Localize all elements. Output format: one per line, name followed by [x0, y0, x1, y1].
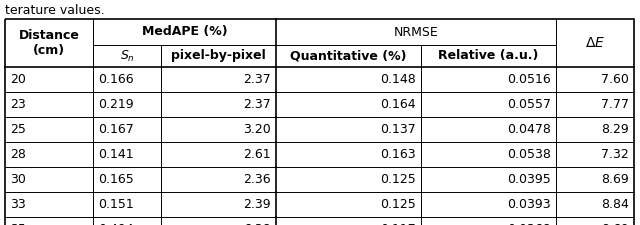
- Text: Distance
(cm): Distance (cm): [19, 29, 79, 57]
- Text: 3.20: 3.20: [243, 123, 271, 136]
- Text: 2.36: 2.36: [243, 173, 271, 186]
- Text: 8.69: 8.69: [601, 223, 629, 225]
- Text: 8.84: 8.84: [601, 198, 629, 211]
- Text: 0.0478: 0.0478: [507, 123, 551, 136]
- Text: Relative (a.u.): Relative (a.u.): [438, 50, 539, 63]
- Text: 0.0368: 0.0368: [508, 223, 551, 225]
- Text: 0.117: 0.117: [380, 223, 416, 225]
- Text: pixel-by-pixel: pixel-by-pixel: [171, 50, 266, 63]
- Text: NRMSE: NRMSE: [394, 25, 438, 38]
- Text: 0.0393: 0.0393: [508, 198, 551, 211]
- Text: 33: 33: [10, 198, 26, 211]
- Text: 0.151: 0.151: [98, 198, 134, 211]
- Text: 0.494: 0.494: [98, 223, 134, 225]
- Text: 0.137: 0.137: [380, 123, 416, 136]
- Text: 8.29: 8.29: [601, 123, 629, 136]
- Text: 7.77: 7.77: [601, 98, 629, 111]
- Text: MedAPE (%): MedAPE (%): [141, 25, 227, 38]
- Text: 0.0395: 0.0395: [508, 173, 551, 186]
- Text: 0.167: 0.167: [98, 123, 134, 136]
- Text: 0.125: 0.125: [380, 198, 416, 211]
- Text: 23: 23: [10, 98, 26, 111]
- Text: 2.37: 2.37: [243, 73, 271, 86]
- Text: 8.69: 8.69: [601, 173, 629, 186]
- Text: 6.38: 6.38: [243, 223, 271, 225]
- Text: 0.148: 0.148: [380, 73, 416, 86]
- Text: 2.39: 2.39: [243, 198, 271, 211]
- Text: Quantitative (%): Quantitative (%): [291, 50, 407, 63]
- Text: 0.0538: 0.0538: [507, 148, 551, 161]
- Text: 0.141: 0.141: [98, 148, 134, 161]
- Text: 28: 28: [10, 148, 26, 161]
- Text: 0.165: 0.165: [98, 173, 134, 186]
- Text: 0.0557: 0.0557: [507, 98, 551, 111]
- Text: 2.37: 2.37: [243, 98, 271, 111]
- Text: 2.61: 2.61: [243, 148, 271, 161]
- Text: 0.163: 0.163: [380, 148, 416, 161]
- Text: 30: 30: [10, 173, 26, 186]
- Text: 0.219: 0.219: [98, 98, 134, 111]
- Text: 35: 35: [10, 223, 26, 225]
- Text: 7.60: 7.60: [601, 73, 629, 86]
- Text: 25: 25: [10, 123, 26, 136]
- Text: 0.125: 0.125: [380, 173, 416, 186]
- Text: 20: 20: [10, 73, 26, 86]
- Text: 0.0516: 0.0516: [508, 73, 551, 86]
- Text: terature values.: terature values.: [5, 4, 104, 17]
- Text: 0.164: 0.164: [380, 98, 416, 111]
- Text: $S_n$: $S_n$: [120, 48, 134, 63]
- Text: 0.166: 0.166: [98, 73, 134, 86]
- Text: 7.32: 7.32: [601, 148, 629, 161]
- Text: $\Delta E$: $\Delta E$: [585, 36, 605, 50]
